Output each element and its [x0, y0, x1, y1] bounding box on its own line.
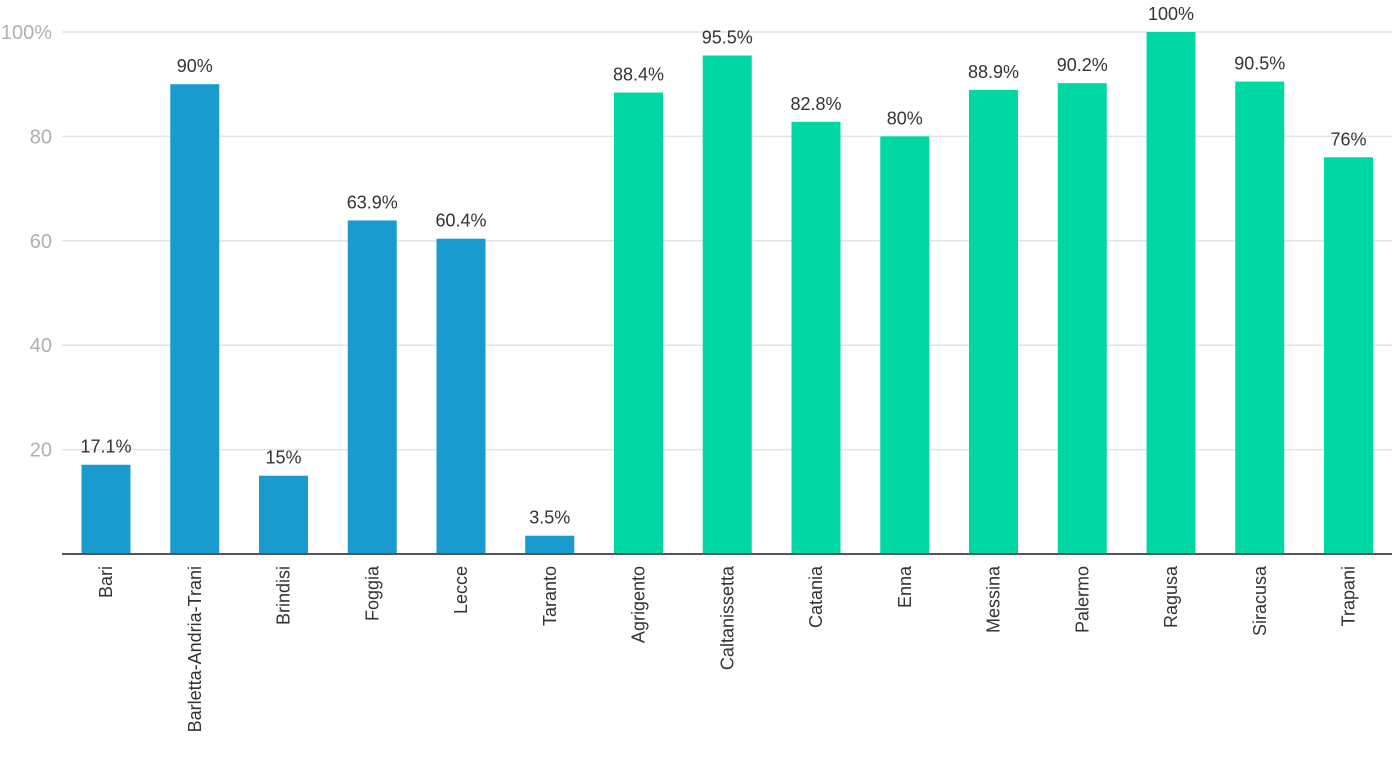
y-axis-tick-labels: 20 40 60 80 100%	[1, 22, 52, 462]
bar-value-label: 60.4%	[435, 211, 486, 231]
y-tick-label: 80	[30, 126, 52, 148]
x-tick-label: Messina	[984, 565, 1004, 633]
bar-value-label: 3.5%	[529, 508, 570, 528]
bar-value-label: 90.2%	[1057, 55, 1108, 75]
x-tick-label: Catania	[806, 565, 826, 628]
bar-catania	[791, 121, 841, 554]
bar-ragusa	[1146, 32, 1196, 554]
bars	[81, 32, 1373, 555]
bar-value-label: 90.5%	[1234, 54, 1285, 74]
bar-value-label: 100%	[1148, 4, 1194, 24]
bar-value-label: 17.1%	[80, 437, 131, 457]
bar-lecce	[436, 238, 486, 554]
bar-messina	[969, 89, 1018, 554]
x-tick-label: Foggia	[362, 565, 382, 621]
bar-trapani	[1324, 157, 1373, 554]
bar-palermo	[1057, 83, 1107, 554]
x-tick-label: Barletta-Andria-Trani	[185, 566, 205, 732]
bar-value-label: 95.5%	[702, 27, 753, 47]
x-tick-label: Bari	[96, 566, 116, 598]
y-tick-label: 40	[30, 335, 52, 357]
bar-enna	[880, 136, 930, 554]
y-tick-label: 100%	[1, 22, 52, 44]
x-axis-category-labels: Bari Barletta-Andria-Trani Brindisi Foggia L…	[96, 565, 1359, 732]
x-tick-label: Ragusa	[1161, 565, 1181, 628]
y-tick-label: 60	[30, 231, 52, 253]
y-tick-label: 20	[30, 440, 52, 462]
x-tick-label: Lecce	[451, 566, 471, 614]
bar-value-label: 88.9%	[968, 62, 1019, 82]
bar-value-label: 15%	[265, 448, 301, 468]
x-tick-label: Brindisi	[274, 566, 294, 625]
bar-value-label: 76%	[1330, 129, 1366, 149]
bar-value-label: 82.8%	[790, 94, 841, 114]
x-tick-label: Siracusa	[1250, 565, 1270, 636]
x-tick-label: Trapani	[1339, 566, 1359, 626]
x-tick-label: Palermo	[1072, 566, 1092, 633]
bar-caltanissetta	[702, 55, 752, 555]
bar-value-label: 88.4%	[613, 65, 664, 85]
bar-agrigento	[614, 92, 663, 554]
bar-value-label: 63.9%	[347, 192, 398, 212]
bar-value-label: 90%	[177, 56, 213, 76]
bar-taranto	[525, 535, 575, 554]
x-tick-label: Enna	[895, 565, 915, 608]
bar-bari	[81, 464, 131, 554]
bar-value-label: 80%	[887, 108, 923, 128]
bar-siracusa	[1235, 81, 1285, 554]
x-tick-label: Caltanissetta	[717, 565, 737, 670]
bar-barletta-andria-trani	[170, 84, 220, 554]
bar-foggia	[347, 220, 397, 554]
x-tick-label: Taranto	[540, 566, 560, 626]
x-tick-label: Agrigento	[629, 566, 649, 643]
bar-value-labels: 17.1% 90% 15% 63.9% 60.4% 3.5% 88.4% 95.5% 82.8%…	[80, 4, 1366, 528]
bar-brindisi	[259, 475, 308, 554]
